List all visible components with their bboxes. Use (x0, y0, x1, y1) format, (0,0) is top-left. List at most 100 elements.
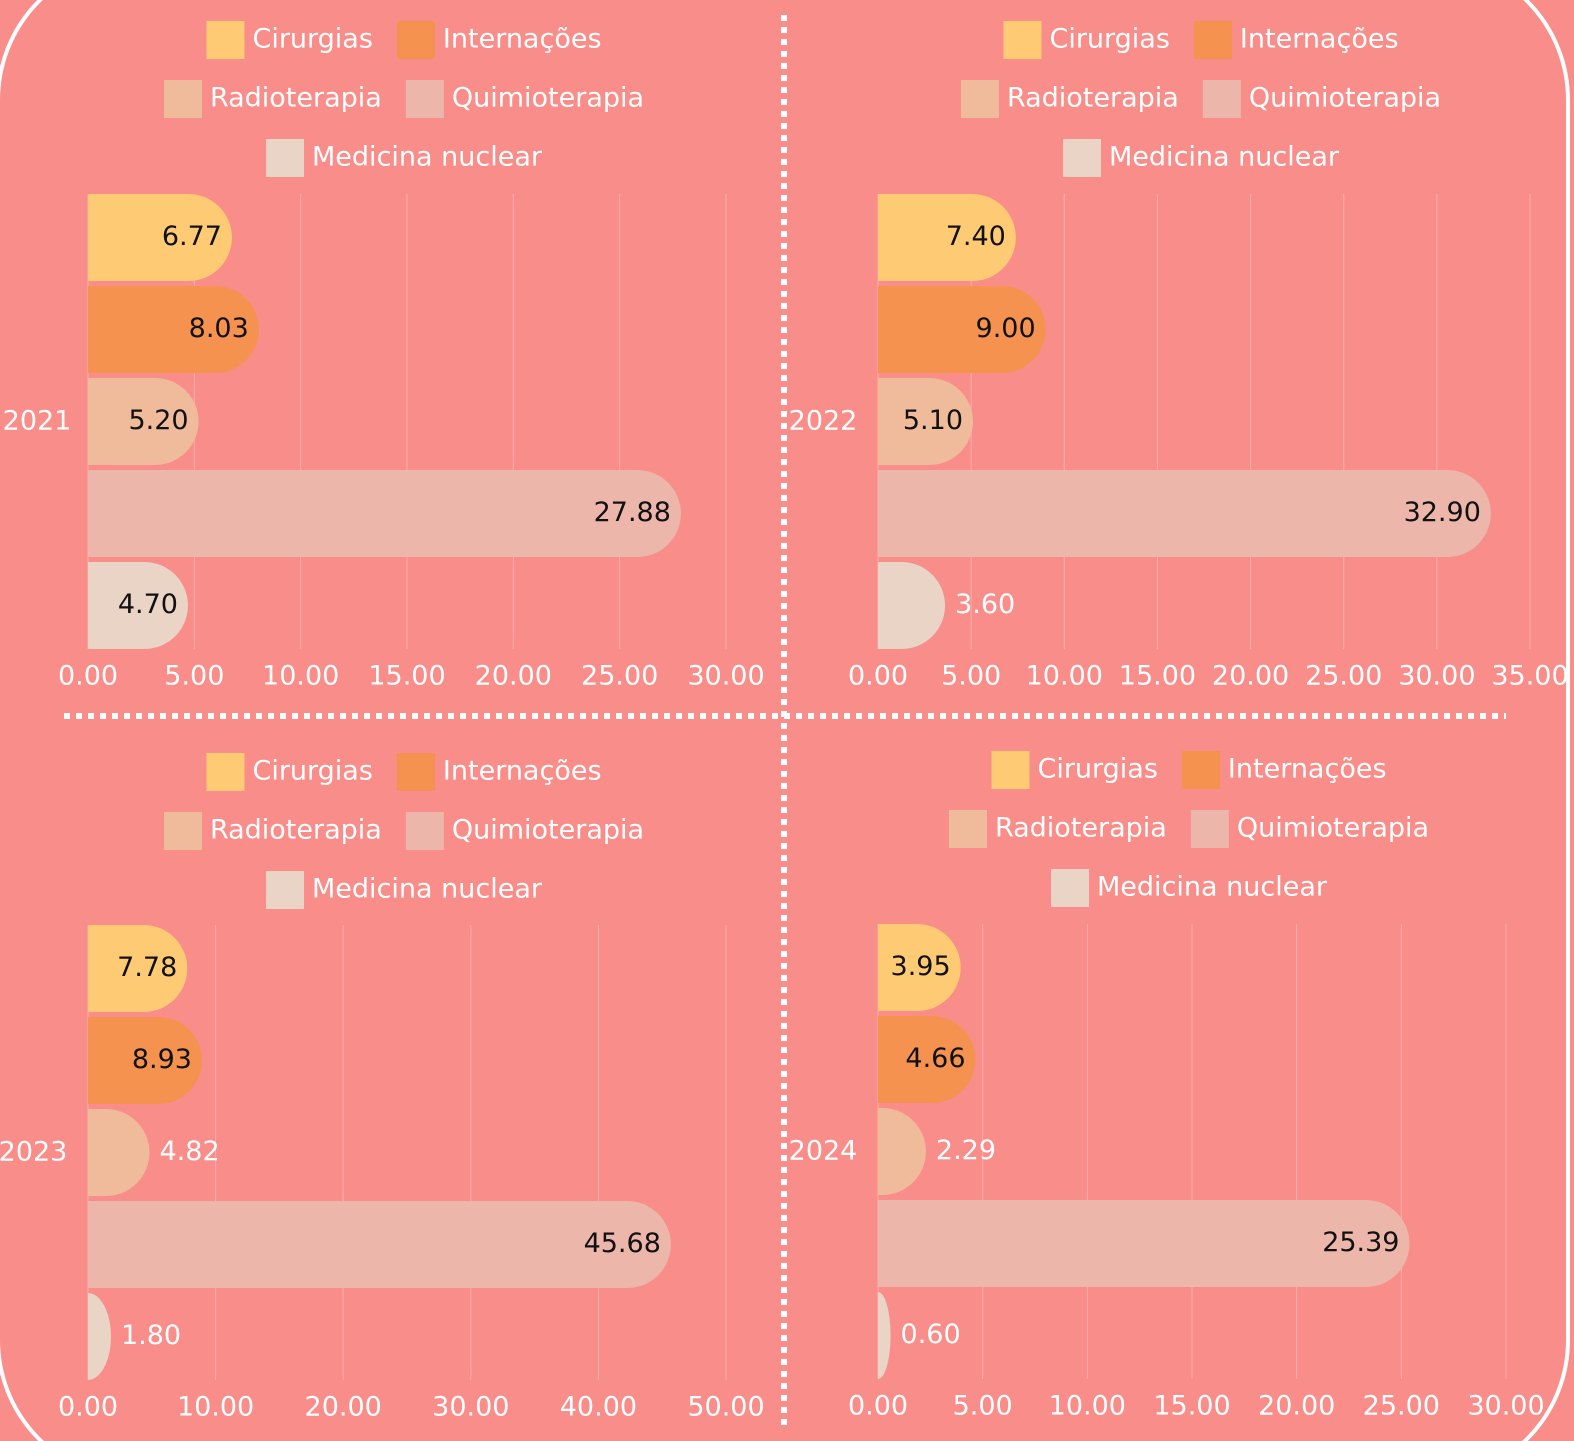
x-tick-label: 10.00 (1049, 1391, 1126, 1422)
x-tick-label: 0.00 (848, 1391, 908, 1422)
x-tick-label: 15.00 (368, 661, 445, 692)
value-label: 1.80 (121, 1320, 181, 1351)
legend-swatch (1003, 21, 1042, 59)
legend-swatch (206, 21, 245, 59)
x-tick-label: 20.00 (1212, 661, 1289, 692)
legend-swatch (948, 810, 987, 848)
bar (88, 194, 232, 281)
bar (878, 1108, 926, 1195)
bar (878, 194, 1016, 281)
legend-label: Cirurgias (1037, 754, 1157, 785)
x-tick-label: 20.00 (475, 661, 552, 692)
legend-label: Internações (443, 24, 602, 55)
x-tick-label: 30.00 (1398, 661, 1475, 692)
legend-swatch (206, 753, 245, 791)
x-tick-label: 50.00 (687, 1392, 764, 1423)
bar (88, 378, 199, 465)
bar (88, 1201, 671, 1288)
legend-swatch (1190, 810, 1229, 848)
x-tick-label: 30.00 (1467, 1391, 1544, 1422)
value-label: 27.88 (594, 497, 671, 528)
legend-swatch (163, 812, 202, 850)
value-label: 7.78 (117, 952, 177, 983)
legend-label: Internações (1240, 24, 1399, 55)
bar (878, 562, 946, 649)
x-tick-label: 15.00 (1153, 1391, 1230, 1422)
legend-swatch (266, 871, 305, 909)
bar (88, 1017, 202, 1104)
value-label: 5.20 (128, 405, 188, 436)
y-tick-label: 2024 (789, 1136, 858, 1167)
x-tick-label: 10.00 (1026, 661, 1103, 692)
legend-label: Radioterapia (1007, 83, 1179, 114)
x-tick-label: 25.00 (1305, 661, 1382, 692)
value-label: 9.00 (976, 313, 1036, 344)
legend-label: Cirurgias (252, 756, 372, 787)
value-label: 32.90 (1404, 497, 1481, 528)
x-tick-label: 30.00 (687, 661, 764, 692)
legend-label: Internações (443, 756, 602, 787)
value-label: 2.29 (936, 1135, 996, 1166)
value-label: 3.95 (891, 951, 951, 982)
bar (878, 1200, 1410, 1287)
value-label: 25.39 (1322, 1227, 1399, 1258)
legend-label: Quimioterapia (452, 83, 644, 114)
legend-label: Radioterapia (995, 813, 1167, 844)
x-tick-label: 35.00 (1491, 661, 1568, 692)
legend-swatch (266, 139, 305, 177)
value-label: 8.93 (132, 1044, 192, 1075)
legend-label: Medicina nuclear (1097, 872, 1328, 903)
value-label: 6.77 (162, 221, 222, 252)
x-tick-label: 25.00 (1363, 1391, 1440, 1422)
x-tick-label: 20.00 (1258, 1391, 1335, 1422)
x-tick-label: 25.00 (581, 661, 658, 692)
bar (88, 925, 188, 1012)
x-tick-label: 0.00 (848, 661, 908, 692)
legend-swatch (405, 812, 444, 850)
bar (878, 1292, 891, 1379)
bar (878, 1016, 976, 1103)
x-tick-label: 5.00 (164, 661, 224, 692)
value-label: 8.03 (189, 313, 249, 344)
legend-label: Medicina nuclear (1109, 142, 1340, 173)
x-tick-label: 30.00 (432, 1392, 509, 1423)
x-tick-label: 5.00 (953, 1391, 1013, 1422)
legend-swatch (163, 80, 202, 118)
x-tick-label: 40.00 (560, 1392, 637, 1423)
x-tick-label: 0.00 (58, 1392, 118, 1423)
legend-swatch (960, 80, 999, 118)
legend-swatch (405, 80, 444, 118)
legend-swatch (396, 753, 435, 791)
legend-swatch (396, 21, 435, 59)
bar (878, 286, 1046, 373)
legend-swatch (1202, 80, 1241, 118)
legend-label: Internações (1228, 754, 1387, 785)
legend-label: Medicina nuclear (312, 874, 543, 905)
bar (88, 1293, 111, 1380)
bar (88, 470, 681, 557)
value-label: 7.40 (946, 221, 1006, 252)
legend-swatch (1193, 21, 1232, 59)
bar (878, 378, 974, 465)
legend-label: Quimioterapia (1249, 83, 1441, 114)
bar (88, 562, 188, 649)
legend-label: Quimioterapia (1237, 813, 1429, 844)
legend-label: Quimioterapia (452, 815, 644, 846)
y-tick-label: 2023 (0, 1137, 67, 1168)
legend-label: Cirurgias (1049, 24, 1169, 55)
value-label: 3.60 (955, 589, 1015, 620)
bar (88, 1109, 150, 1196)
legend-label: Cirurgias (252, 24, 372, 55)
bar (878, 470, 1491, 557)
legend-label: Radioterapia (210, 83, 382, 114)
legend-swatch (1051, 869, 1090, 907)
x-tick-label: 5.00 (941, 661, 1001, 692)
x-tick-label: 10.00 (177, 1392, 254, 1423)
bar (878, 924, 961, 1011)
x-tick-label: 0.00 (58, 661, 118, 692)
value-label: 4.70 (118, 589, 178, 620)
legend-swatch (1063, 139, 1102, 177)
legend-swatch (991, 751, 1030, 789)
